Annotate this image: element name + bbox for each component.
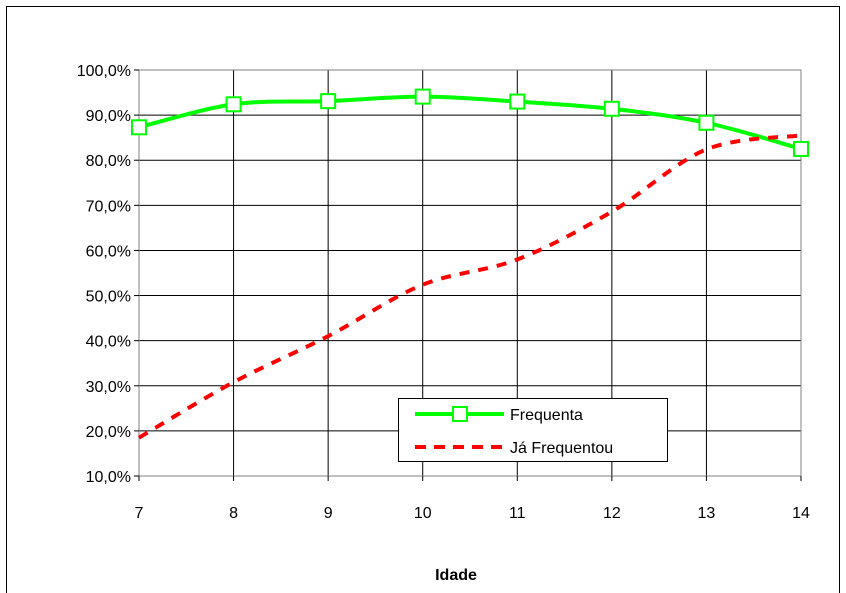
x-tick-label: 13 xyxy=(698,505,716,522)
data-point-frequenta xyxy=(603,100,620,117)
data-point-frequenta xyxy=(509,93,526,110)
x-tick-label: 7 xyxy=(135,505,144,522)
series-line-j-frequentou xyxy=(137,133,802,440)
series-line-frequenta xyxy=(138,94,802,151)
data-point-frequenta xyxy=(131,119,147,136)
x-tick-label: 8 xyxy=(229,505,238,522)
legend-marker-frequenta xyxy=(452,406,468,422)
y-tick-label: 100,0% xyxy=(77,63,131,80)
x-tick-label: 14 xyxy=(792,505,810,522)
y-tick-label: 80,0% xyxy=(86,153,131,170)
legend: Frequenta Já Frequentou xyxy=(398,398,668,462)
data-point-frequenta xyxy=(320,93,337,110)
data-point-frequenta xyxy=(698,114,715,131)
y-tick-label: 20,0% xyxy=(86,424,131,441)
y-tick-label: 70,0% xyxy=(86,198,131,215)
x-tick-label: 12 xyxy=(603,505,621,522)
x-tick-label: 10 xyxy=(414,505,432,522)
data-point-frequenta xyxy=(225,96,242,113)
plot-area xyxy=(138,69,802,477)
y-tick-label: 30,0% xyxy=(86,379,131,396)
data-point-frequenta xyxy=(793,140,809,157)
series xyxy=(131,88,809,440)
legend-label-frequenta: Frequenta xyxy=(510,407,583,424)
y-tick-label: 50,0% xyxy=(86,289,131,306)
y-tick-label: 40,0% xyxy=(86,334,131,351)
x-axis-title: Idade xyxy=(435,567,477,584)
chart-border xyxy=(6,6,840,593)
legend-box xyxy=(398,398,668,462)
x-tick-label: 9 xyxy=(324,505,333,522)
grid xyxy=(139,70,801,476)
y-tick-label: 10,0% xyxy=(86,469,131,486)
x-axis-ticks: 7 8 9 10 11 12 13 14 xyxy=(135,476,810,522)
y-tick-label: 90,0% xyxy=(86,108,131,125)
x-tick-label: 11 xyxy=(509,505,526,522)
y-axis-ticks: 10,0% 20,0% 30,0% 40,0% 50,0% 60,0% 70,0% 80,0%… xyxy=(77,63,139,486)
legend-label-ja-frequentou: Já Frequentou xyxy=(510,440,613,457)
data-point-frequenta xyxy=(414,88,431,105)
y-tick-label: 60,0% xyxy=(86,243,131,260)
